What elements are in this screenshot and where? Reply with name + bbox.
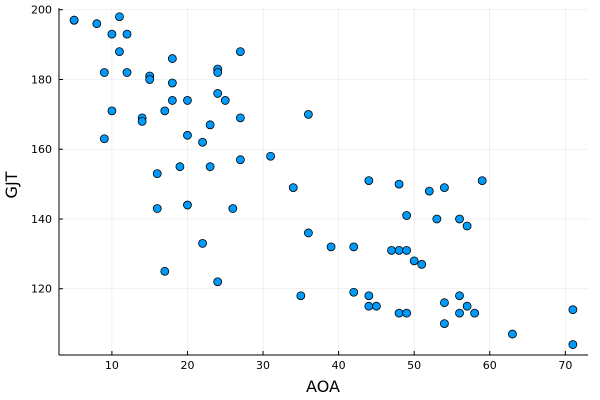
x-tick-label: 70 <box>558 359 572 372</box>
data-point <box>167 78 177 88</box>
data-point <box>213 68 223 77</box>
data-point <box>228 204 238 213</box>
data-point <box>303 109 313 119</box>
data-point <box>69 15 79 25</box>
data-point <box>364 291 374 301</box>
y-axis-title: GJT <box>2 171 21 198</box>
y-tick-label: 200 <box>31 4 52 17</box>
data-point <box>402 308 412 318</box>
data-point <box>183 96 192 105</box>
data-point <box>137 116 147 126</box>
data-point <box>160 106 170 116</box>
data-point <box>462 301 472 311</box>
data-point <box>175 162 185 172</box>
data-point <box>288 183 298 193</box>
y-tick-label: 140 <box>31 213 52 226</box>
y-tick-label: 160 <box>31 143 52 156</box>
data-point <box>349 242 359 252</box>
data-point <box>568 305 578 315</box>
data-point <box>364 176 374 186</box>
data-point <box>409 256 419 266</box>
data-point <box>508 329 517 339</box>
data-point <box>107 29 117 39</box>
data-point <box>220 96 230 105</box>
data-point <box>402 245 412 255</box>
data-points <box>69 12 578 349</box>
data-point <box>364 301 374 311</box>
data-point <box>235 47 245 56</box>
data-point <box>462 221 472 231</box>
data-point <box>115 12 124 22</box>
x-tick-label: 50 <box>407 359 421 372</box>
y-tick-label: 120 <box>31 283 52 296</box>
data-point <box>213 277 223 287</box>
data-point <box>440 298 449 308</box>
data-point <box>349 287 359 297</box>
data-point <box>167 96 177 105</box>
data-point <box>432 214 442 224</box>
data-point <box>455 214 464 224</box>
data-point <box>92 19 102 29</box>
data-point <box>371 301 381 311</box>
data-point <box>455 291 464 301</box>
axes <box>58 8 588 356</box>
data-point <box>296 291 306 301</box>
data-point <box>235 155 245 165</box>
data-point <box>213 89 223 98</box>
data-point <box>394 308 404 318</box>
data-point <box>303 228 313 238</box>
data-point <box>160 266 170 276</box>
x-tick-label: 40 <box>332 359 346 372</box>
data-point <box>183 130 192 140</box>
data-point <box>198 137 207 147</box>
x-tick-label: 60 <box>483 359 497 372</box>
data-point <box>440 319 449 329</box>
x-axis-title: AOA <box>306 377 340 396</box>
data-point <box>198 239 207 248</box>
data-point <box>183 200 192 210</box>
data-point <box>394 179 404 189</box>
data-point <box>205 162 215 172</box>
data-point <box>477 176 487 186</box>
data-point <box>424 186 434 196</box>
data-point <box>152 169 162 179</box>
data-point <box>568 340 578 349</box>
data-point <box>167 54 177 63</box>
y-tick-label: 180 <box>31 73 52 86</box>
data-point <box>99 134 109 144</box>
x-tick-label: 20 <box>180 359 194 372</box>
data-point <box>205 120 215 130</box>
data-point <box>417 259 427 269</box>
data-point <box>387 245 396 255</box>
x-tick-label: 10 <box>105 359 119 372</box>
data-point <box>440 183 449 193</box>
data-point <box>152 204 162 213</box>
data-point <box>122 68 132 77</box>
data-point <box>470 308 480 318</box>
data-point <box>107 106 117 116</box>
data-point <box>145 75 155 84</box>
data-point <box>115 47 124 56</box>
data-point <box>455 308 464 318</box>
x-tick-label: 30 <box>256 359 270 372</box>
data-point <box>402 211 412 220</box>
data-point <box>266 151 276 161</box>
data-point <box>99 68 109 77</box>
data-point <box>235 113 245 123</box>
data-point <box>122 29 132 39</box>
ticks: 10 20 30 40 50 60 70 120 140 160 180 200 <box>31 4 572 372</box>
data-point <box>326 242 336 252</box>
data-point <box>394 245 404 255</box>
